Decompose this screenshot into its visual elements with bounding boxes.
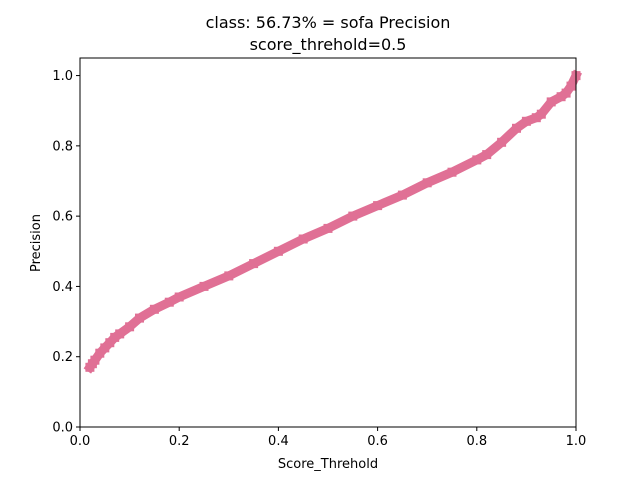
data-point [224, 271, 234, 281]
data-point [105, 338, 115, 348]
y-tick-label: 0.6 [52, 210, 73, 225]
plot-frame [79, 57, 577, 428]
chart-subtitle: score_threhold=0.5 [250, 35, 407, 55]
data-point [135, 313, 144, 323]
data-point [482, 150, 492, 160]
data-point [149, 304, 159, 314]
data-point [273, 246, 283, 256]
data-point [546, 97, 556, 107]
y-axis-label: Precision [29, 214, 44, 272]
x-tick-label: 0.4 [268, 434, 289, 449]
data-point [373, 201, 383, 211]
data-point [174, 292, 184, 302]
data-point [90, 355, 100, 365]
data-point [298, 234, 308, 244]
data-point [110, 332, 120, 342]
data-point [323, 223, 333, 233]
y-tick-label: 0.4 [52, 280, 73, 295]
data-point [422, 178, 432, 188]
y-tick-label: 0.8 [52, 139, 73, 154]
data-point [531, 113, 541, 123]
x-tick-label: 0.0 [70, 434, 91, 449]
data-point [100, 343, 110, 353]
x-tick-label: 0.8 [466, 434, 487, 449]
data-point [566, 81, 576, 91]
y-tick-label: 1.0 [52, 69, 73, 84]
data-point [521, 116, 531, 126]
data-point [249, 259, 259, 269]
data-point [512, 123, 521, 133]
axis-ticks: 0.0 0.2 0.4 0.6 0.8 1.0 0.0 0.2 0.4 0.6 0.8 1.0 [52, 69, 586, 449]
x-tick-label: 0.2 [169, 434, 190, 449]
data-point [125, 322, 135, 332]
data-point [561, 88, 571, 98]
data-point [472, 155, 482, 165]
data-point [199, 281, 209, 291]
x-tick-label: 1.0 [566, 434, 587, 449]
data-point [348, 211, 358, 221]
data-point [556, 92, 566, 102]
y-tick-label: 0.0 [52, 421, 73, 436]
data-point [115, 329, 125, 339]
x-tick-label: 0.6 [367, 434, 388, 449]
data-point [447, 167, 457, 177]
x-axis-label: Score_Threhold [278, 457, 378, 472]
data-point [164, 297, 174, 307]
data-point [497, 137, 507, 147]
data-point [397, 190, 407, 200]
y-tick-label: 0.2 [52, 350, 73, 365]
chart-title: class: 56.73% = sofa Precision [206, 13, 451, 32]
data-point [95, 348, 105, 358]
data-point [536, 109, 546, 119]
